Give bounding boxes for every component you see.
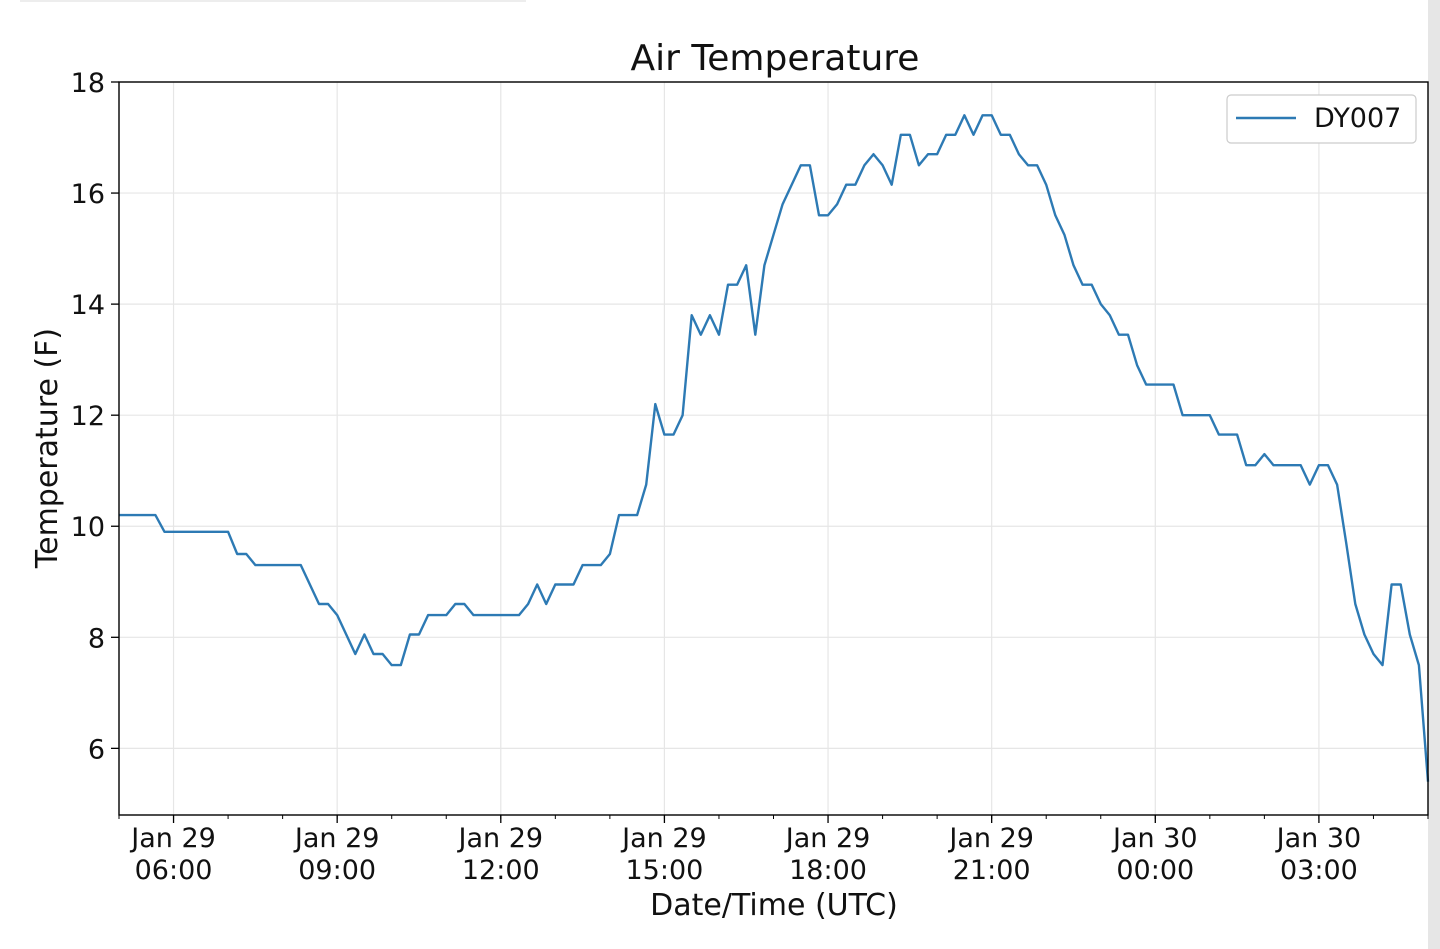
y-axis-label: Temperature (F) <box>30 328 65 569</box>
chart-title: Air Temperature <box>631 38 920 79</box>
x-tick-label-date: Jan 29 <box>129 823 216 854</box>
series-layer <box>119 114 1430 782</box>
y-tick-label: 16 <box>71 179 105 210</box>
x-tick-label-time: 03:00 <box>1280 855 1358 886</box>
legend-box <box>1226 94 1417 144</box>
x-tick-label-time: 15:00 <box>626 855 704 886</box>
x-tick-label-time: 00:00 <box>1116 855 1194 886</box>
top-edge-strip <box>20 0 526 2</box>
window-edge-strip <box>1428 0 1440 949</box>
y-tick-label: 10 <box>71 512 105 543</box>
x-tick-label-time: 06:00 <box>135 855 213 886</box>
y-tick-label: 8 <box>88 623 105 654</box>
x-tick-label-date: Jan 29 <box>457 823 544 854</box>
x-tick-label-date: Jan 30 <box>1111 823 1198 854</box>
x-tick-label-time: 09:00 <box>298 855 376 886</box>
legend-label: DY007 <box>1314 103 1401 134</box>
y-tick-label: 6 <box>88 734 105 765</box>
x-axis-label: Date/Time (UTC) <box>650 888 898 923</box>
x-tick-label-time: 18:00 <box>789 855 867 886</box>
x-tick-label-date: Jan 30 <box>1275 823 1362 854</box>
legend: DY007 <box>1226 94 1417 144</box>
y-tick-label: 18 <box>71 68 105 99</box>
series-line-dy007 <box>119 114 1430 782</box>
x-tick-label-date: Jan 29 <box>620 823 707 854</box>
y-tick-label: 12 <box>71 401 105 432</box>
x-tick-label-time: 21:00 <box>953 855 1031 886</box>
x-tick-label-date: Jan 29 <box>293 823 380 854</box>
x-tick-label-date: Jan 29 <box>947 823 1034 854</box>
x-tick-label-date: Jan 29 <box>784 823 871 854</box>
y-tick-label: 14 <box>71 290 105 321</box>
x-tick-label-time: 12:00 <box>462 855 540 886</box>
plot-frame <box>118 81 1429 816</box>
grid-lines <box>119 81 1428 815</box>
